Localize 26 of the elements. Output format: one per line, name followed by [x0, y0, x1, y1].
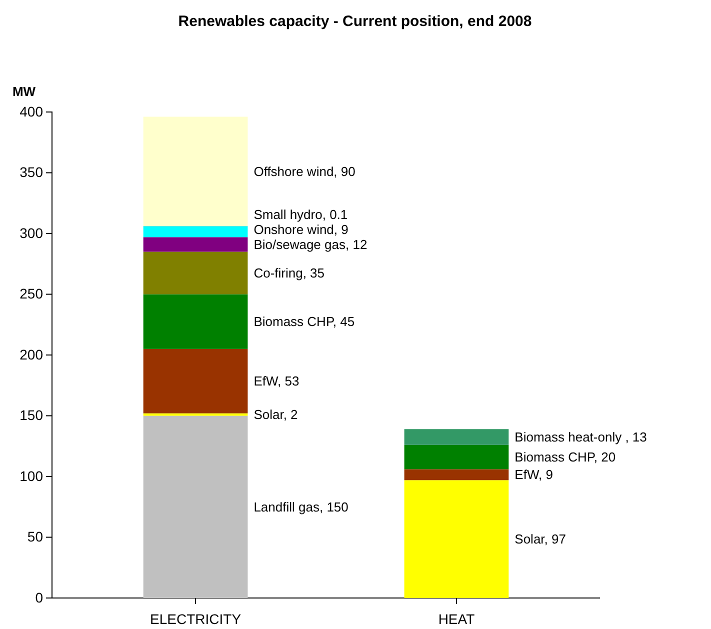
y-tick-label: 100	[20, 468, 44, 484]
y-tick-label: 200	[20, 346, 44, 362]
x-tick-label: ELECTRICITY	[150, 610, 242, 627]
chart-title: Renewables capacity - Current position, end 2008	[178, 13, 532, 30]
y-axis-title: MW	[12, 84, 36, 99]
y-tick-label: 250	[20, 286, 44, 302]
series-label: Offshore wind, 90	[254, 164, 356, 179]
series-label: EfW, 53	[254, 374, 300, 389]
series-label: Solar, 2	[254, 407, 298, 422]
y-tick-label: 350	[20, 164, 44, 180]
y-tick-label: 150	[20, 407, 44, 424]
y-tick-label: 400	[20, 103, 44, 120]
series-label: Small hydro, 0.1	[254, 206, 348, 222]
x-tick-label: HEAT	[438, 610, 476, 627]
series-label: Co-firing, 35	[254, 266, 325, 281]
y-tick-label: 50	[27, 528, 44, 545]
series-label: Biomass heat-only , 13	[514, 430, 647, 445]
y-tick-label: 300	[20, 224, 44, 241]
series-label: EfW, 9	[514, 467, 553, 482]
series-label: Biomass CHP, 45	[254, 314, 355, 330]
series-label: Bio/sewage gas, 12	[254, 236, 368, 252]
series-label: Solar, 97	[514, 532, 566, 547]
series-label: Biomass CHP, 20	[514, 450, 616, 465]
series-label: Onshore wind, 9	[254, 222, 348, 237]
series-label: Landfill gas, 150	[254, 499, 348, 514]
y-tick-label: 0	[35, 589, 44, 606]
